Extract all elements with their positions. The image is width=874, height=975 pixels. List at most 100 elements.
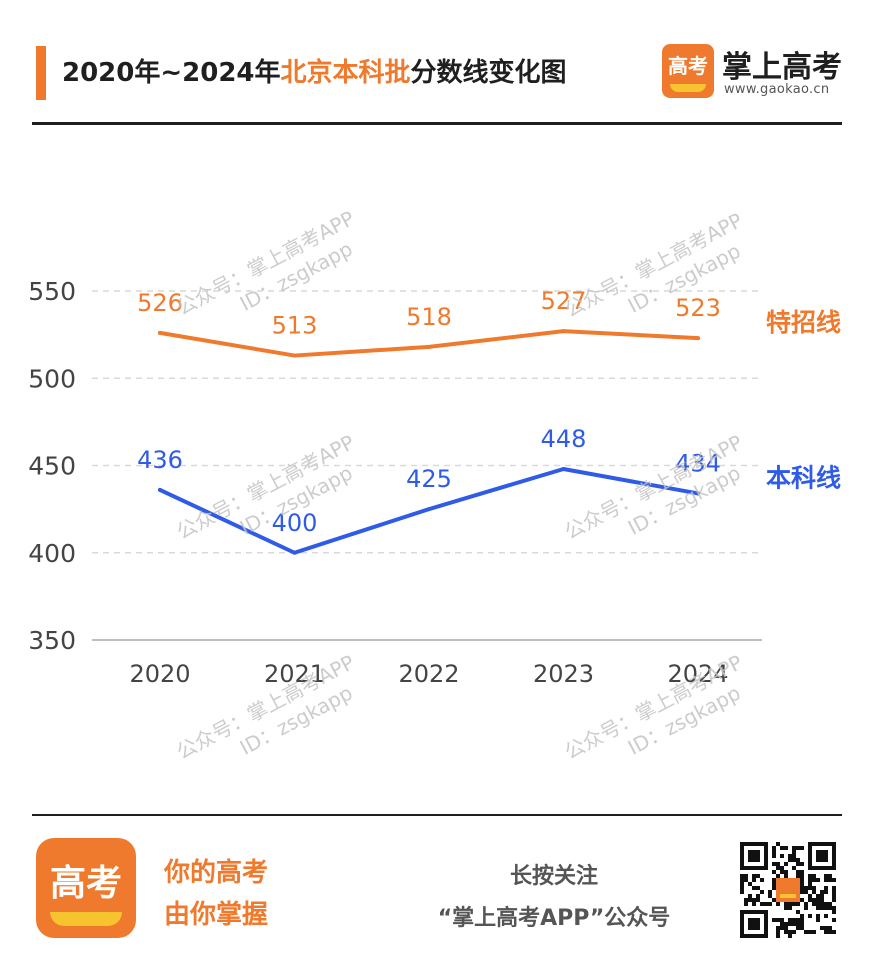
qr-module — [744, 874, 748, 878]
qr-module — [756, 894, 760, 898]
qr-module — [812, 898, 816, 902]
qr-module — [776, 902, 780, 906]
qr-module — [792, 902, 796, 906]
slogan-line2: 由你掌握 — [164, 900, 269, 930]
qr-module — [832, 930, 836, 934]
qr-module — [752, 874, 756, 878]
qr-module — [820, 902, 824, 906]
qr-module — [784, 874, 788, 878]
qr-module — [808, 878, 812, 882]
data-point — [292, 353, 297, 358]
qr-module — [780, 922, 784, 926]
qr-module — [832, 886, 836, 890]
qr-module — [768, 902, 772, 906]
qr-module — [784, 846, 788, 850]
qr-module — [804, 906, 808, 910]
qr-module — [764, 902, 768, 906]
qr-module — [756, 886, 760, 890]
qr-module — [808, 874, 812, 878]
qr-module — [788, 902, 792, 906]
qr-module — [772, 862, 776, 866]
data-point — [561, 466, 566, 471]
qr-module — [772, 918, 776, 922]
qr-module — [744, 878, 748, 882]
qr-module — [804, 930, 808, 934]
qr-module — [816, 906, 820, 910]
qr-module — [752, 886, 756, 890]
qr-module — [812, 902, 816, 906]
qr-module — [808, 886, 812, 890]
qr-module — [816, 914, 820, 918]
qr-module — [800, 874, 804, 878]
qr-module — [772, 898, 776, 902]
brand-name: 掌上高考 — [722, 50, 842, 85]
qr-module — [768, 890, 772, 894]
qr-module — [780, 870, 784, 874]
qr-module — [820, 926, 824, 930]
slogan-line1: 你的高考 — [164, 858, 269, 888]
qr-module — [828, 906, 832, 910]
data-point — [292, 550, 297, 555]
qr-module — [776, 918, 780, 922]
qr-module — [784, 906, 788, 910]
book-icon — [670, 84, 706, 92]
qr-module — [756, 874, 760, 878]
qr-module — [772, 870, 776, 874]
qr-module — [776, 842, 780, 846]
qr-module — [816, 898, 820, 902]
qr-center-logo — [776, 878, 800, 902]
qr-module — [744, 902, 748, 906]
qr-module — [800, 882, 804, 886]
qr-module — [772, 846, 776, 850]
app-logo-text: 高考 — [49, 862, 122, 904]
qr-module — [796, 902, 800, 906]
qr-module — [792, 846, 796, 850]
qr-module — [752, 902, 756, 906]
qr-module — [792, 850, 796, 854]
data-label: 434 — [675, 449, 721, 477]
title-suffix: 分数线变化图 — [410, 58, 567, 88]
qr-module — [748, 882, 752, 886]
qr-module — [784, 902, 788, 906]
data-point — [427, 344, 431, 349]
qr-module — [812, 874, 816, 878]
qr-module — [808, 914, 812, 918]
qr-module — [800, 870, 804, 874]
qr-module — [804, 902, 808, 906]
data-point — [561, 329, 566, 334]
qr-finder — [748, 850, 760, 862]
qr-module — [828, 902, 832, 906]
qr-module — [784, 930, 788, 934]
x-tick-label: 2022 — [398, 660, 459, 688]
qr-module — [832, 918, 836, 922]
qr-code-icon[interactable] — [740, 842, 836, 938]
qr-module — [804, 886, 808, 890]
qr-module — [804, 890, 808, 894]
header-divider — [32, 122, 842, 125]
qr-module — [760, 902, 764, 906]
qr-module — [796, 846, 800, 850]
line-chart: 550 500 450 400 350 2020 2021 2022 2023 2024 526 51… — [28, 277, 841, 688]
y-tick-label: 400 — [28, 539, 76, 568]
qr-module — [772, 854, 776, 858]
qr-module — [756, 898, 760, 902]
qr-module — [780, 854, 784, 858]
qr-module — [824, 930, 828, 934]
y-tick-label: 500 — [28, 364, 76, 393]
data-label: 448 — [541, 425, 587, 453]
qr-module — [740, 886, 744, 890]
qr-module — [800, 878, 804, 882]
qr-module — [824, 902, 828, 906]
qr-module — [800, 926, 804, 930]
data-label: 425 — [406, 465, 452, 493]
qr-module — [800, 862, 804, 866]
qr-module — [796, 874, 800, 878]
qr-module — [784, 870, 788, 874]
follow-line2: “掌上高考APP”公众号 — [437, 906, 671, 931]
qr-module — [828, 878, 832, 882]
slogan: 你的高考 由你掌握 — [164, 852, 268, 936]
brand-logo-text: 高考 — [668, 54, 708, 78]
qr-module — [752, 878, 756, 882]
qr-module — [816, 894, 820, 898]
qr-module — [792, 922, 796, 926]
